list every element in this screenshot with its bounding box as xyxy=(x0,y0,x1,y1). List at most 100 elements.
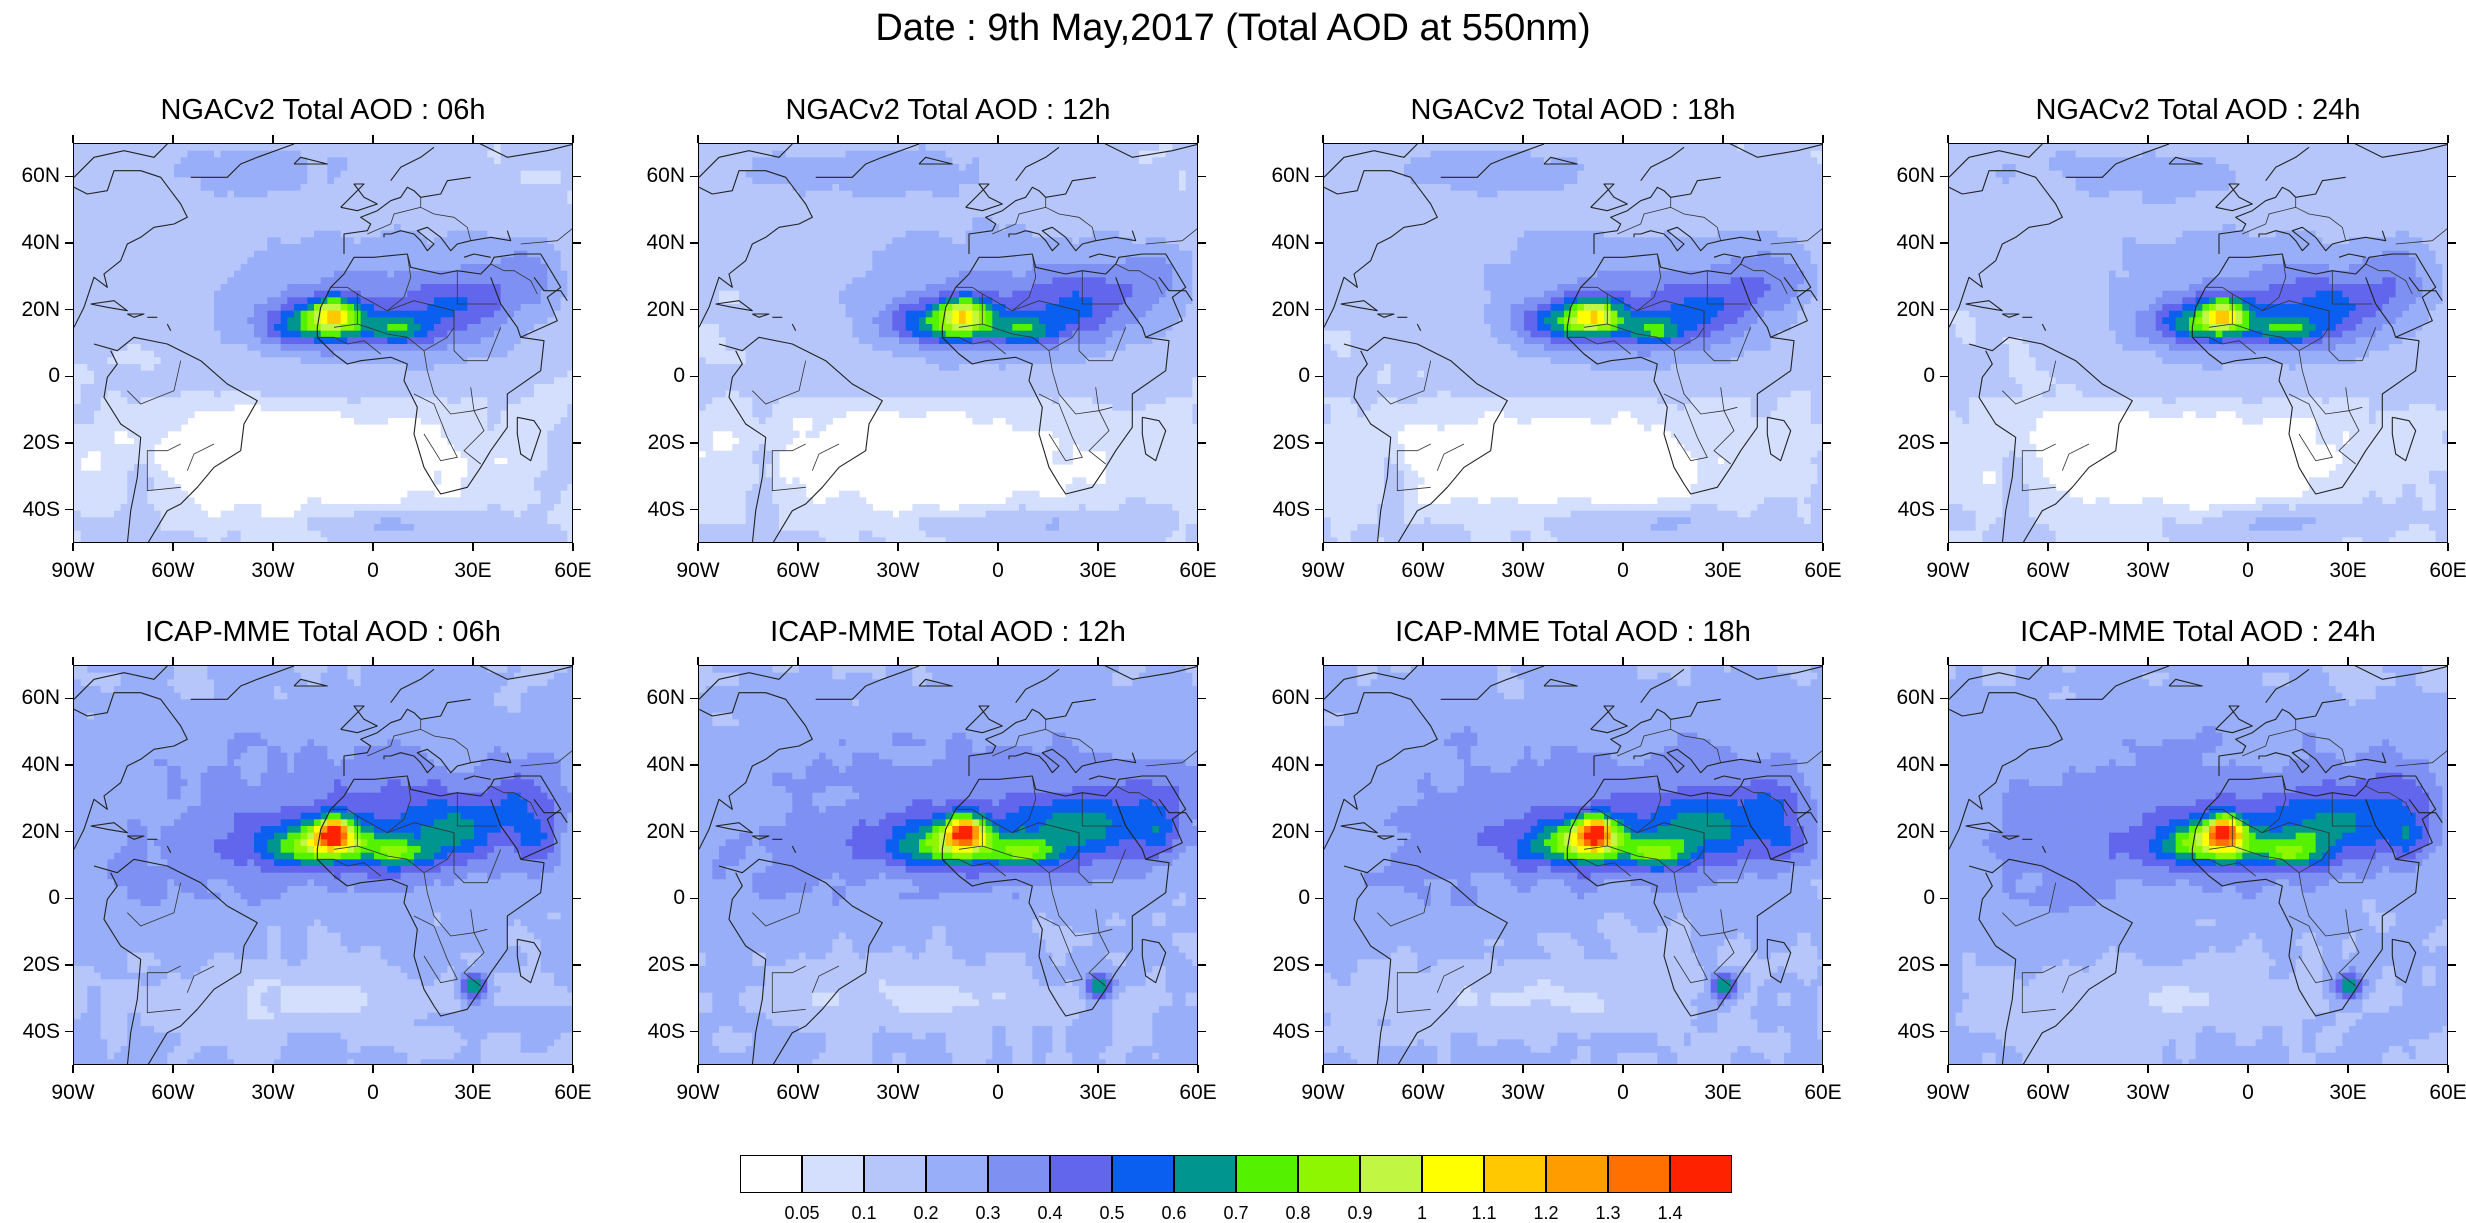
aod-cell xyxy=(521,244,528,251)
aod-cell xyxy=(467,471,474,478)
aod-cell xyxy=(514,231,521,238)
aod-cell xyxy=(174,531,181,538)
aod-cell xyxy=(421,404,428,411)
aod-cell xyxy=(507,397,514,404)
aod-cell xyxy=(121,371,128,378)
aod-cell xyxy=(454,317,461,324)
aod-cell xyxy=(759,324,766,331)
aod-cell xyxy=(759,404,766,411)
aod-cell xyxy=(501,337,508,344)
aod-cell xyxy=(81,144,88,151)
aod-cell xyxy=(534,404,541,411)
aod-cell xyxy=(732,284,739,291)
aod-cell xyxy=(334,231,341,238)
aod-cell xyxy=(534,511,541,518)
aod-cell xyxy=(746,351,753,358)
aod-cell xyxy=(101,464,108,471)
aod-cell xyxy=(281,331,288,338)
aod-cell xyxy=(786,351,793,358)
aod-cell xyxy=(414,411,421,418)
aod-cell xyxy=(494,164,501,171)
aod-cell xyxy=(699,417,706,424)
aod-cell xyxy=(154,417,161,424)
aod-cell xyxy=(454,157,461,164)
aod-cell xyxy=(294,264,301,271)
aod-cell xyxy=(454,337,461,344)
aod-cell xyxy=(287,211,294,218)
aod-cell xyxy=(481,291,488,298)
aod-cell xyxy=(81,537,88,543)
aod-cell xyxy=(561,391,568,398)
aod-cell xyxy=(227,537,234,543)
aod-cell xyxy=(766,357,773,364)
aod-cell xyxy=(214,224,221,231)
aod-cell xyxy=(719,324,726,331)
aod-cell xyxy=(381,291,388,298)
aod-cell xyxy=(434,517,441,524)
aod-cell xyxy=(307,504,314,511)
aod-cell xyxy=(94,391,101,398)
aod-cell xyxy=(321,324,328,331)
aod-cell xyxy=(327,391,334,398)
aod-cell xyxy=(481,191,488,198)
aod-cell xyxy=(799,144,806,151)
aod-cell xyxy=(214,257,221,264)
aod-cell xyxy=(394,317,401,324)
aod-cell xyxy=(732,384,739,391)
aod-cell xyxy=(719,504,726,511)
aod-cell xyxy=(739,211,746,218)
aod-cell xyxy=(401,351,408,358)
aod-cell xyxy=(567,197,573,204)
aod-cell xyxy=(301,377,308,384)
aod-cell xyxy=(792,157,799,164)
aod-cell xyxy=(461,244,468,251)
aod-cell xyxy=(706,337,713,344)
aod-cell xyxy=(361,184,368,191)
aod-cell xyxy=(474,311,481,318)
aod-cell xyxy=(334,144,341,151)
aod-cell xyxy=(467,191,474,198)
aod-cell xyxy=(394,511,401,518)
aod-cell xyxy=(521,357,528,364)
lon-tick-label: 30W xyxy=(228,559,318,583)
aod-cell xyxy=(719,337,726,344)
aod-cell xyxy=(154,217,161,224)
aod-cell xyxy=(81,437,88,444)
aod-cell xyxy=(739,197,746,204)
aod-cell xyxy=(121,537,128,543)
aod-cell xyxy=(387,337,394,344)
aod-cell xyxy=(101,251,108,258)
aod-cell xyxy=(759,491,766,498)
aod-cell xyxy=(367,297,374,304)
aod-cell xyxy=(174,351,181,358)
aod-cell xyxy=(699,237,706,244)
aod-cell xyxy=(261,317,268,324)
aod-cell xyxy=(187,197,194,204)
aod-cell xyxy=(746,217,753,224)
aod-cell xyxy=(114,397,121,404)
aod-cell xyxy=(514,297,521,304)
aod-cell xyxy=(287,277,294,284)
aod-cell xyxy=(806,511,813,518)
aod-cell xyxy=(779,417,786,424)
aod-cell xyxy=(241,251,248,258)
aod-cell xyxy=(786,484,793,491)
aod-cell xyxy=(726,337,733,344)
aod-cell xyxy=(427,351,434,358)
aod-cell xyxy=(287,237,294,244)
aod-cell xyxy=(554,177,561,184)
aod-cell xyxy=(141,291,148,298)
aod-cell xyxy=(381,317,388,324)
aod-cell xyxy=(247,264,254,271)
aod-cell xyxy=(521,351,528,358)
aod-cell xyxy=(706,371,713,378)
aod-cell xyxy=(381,217,388,224)
aod-cell xyxy=(147,271,154,278)
aod-cell xyxy=(712,351,719,358)
aod-cell xyxy=(799,377,806,384)
aod-cell xyxy=(81,444,88,451)
aod-cell xyxy=(766,244,773,251)
aod-cell xyxy=(321,524,328,531)
aod-cell xyxy=(732,277,739,284)
aod-cell xyxy=(441,211,448,218)
